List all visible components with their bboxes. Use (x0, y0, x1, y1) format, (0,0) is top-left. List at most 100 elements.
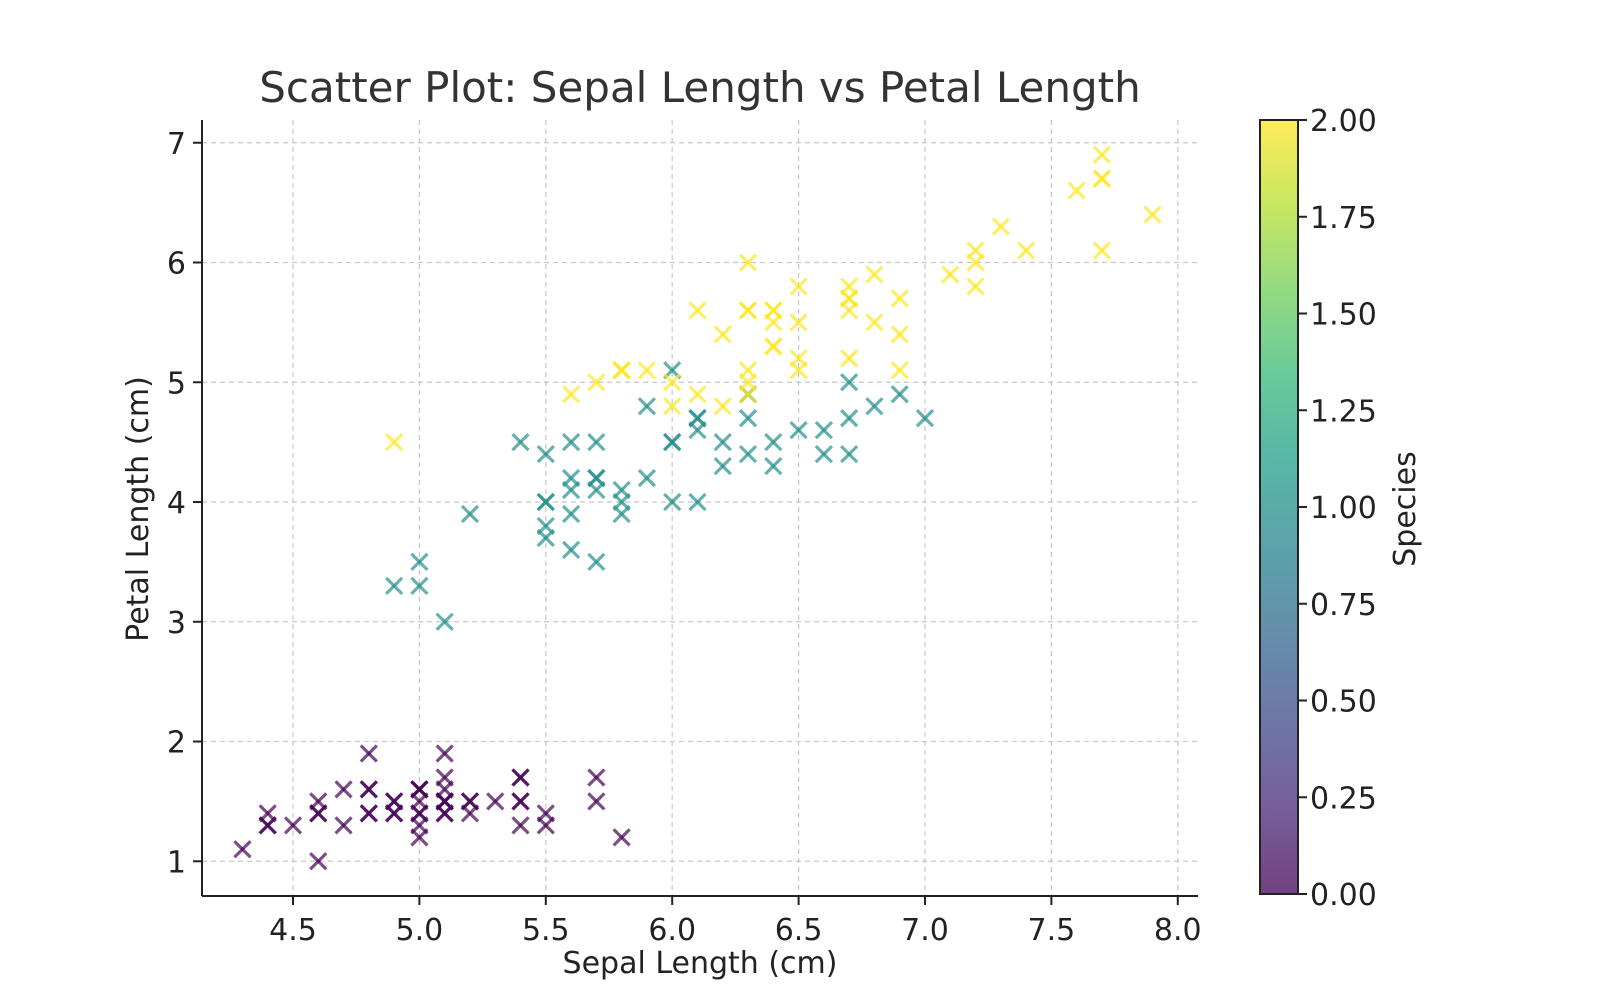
x-tick-label: 6.5 (775, 913, 823, 948)
colorbar-gradient (1260, 120, 1298, 894)
data-point (764, 433, 783, 452)
x-tick-label: 7.5 (1028, 913, 1076, 948)
data-point (511, 816, 530, 835)
data-point (587, 792, 606, 811)
data-point (384, 433, 404, 452)
data-point (334, 816, 353, 835)
y-axis-title: Petal Length (cm) (121, 376, 156, 642)
data-point (890, 289, 909, 308)
data-point (384, 576, 404, 595)
data-point (738, 373, 758, 392)
data-point (309, 852, 328, 871)
data-point (789, 349, 808, 368)
x-tick-label: 5.5 (522, 913, 570, 948)
y-tick-label: 5 (167, 366, 186, 401)
data-point (258, 816, 277, 835)
data-point (587, 552, 606, 572)
y-tick-label: 2 (167, 726, 186, 761)
data-point (738, 409, 758, 428)
data-point (536, 492, 555, 512)
data-point (840, 349, 859, 368)
colorbar-tick-label: 1.00 (1310, 491, 1377, 526)
data-point (637, 397, 657, 416)
data-point (738, 301, 758, 320)
x-tick-label: 7.0 (901, 913, 949, 948)
data-point (688, 421, 707, 440)
data-point (814, 444, 833, 464)
data-point (688, 492, 707, 512)
data-point (890, 385, 909, 404)
data-point (1092, 241, 1112, 260)
y-tick-label: 4 (167, 486, 186, 521)
data-point (840, 373, 859, 392)
data-point (865, 397, 884, 416)
data-point (713, 325, 732, 344)
y-tick-label: 7 (167, 127, 186, 162)
data-point (865, 265, 884, 284)
colorbar-tick-label: 2.00 (1310, 104, 1377, 139)
data-point (561, 504, 581, 524)
data-point (587, 480, 606, 500)
data-point (612, 828, 631, 847)
colorbar-tick-label: 1.25 (1310, 394, 1377, 429)
data-point (840, 409, 859, 428)
x-tick-label: 8.0 (1154, 913, 1202, 948)
data-point (840, 289, 859, 308)
data-point (915, 409, 935, 428)
data-point (663, 492, 682, 512)
data-point (587, 768, 606, 787)
y-tick-label: 3 (167, 606, 186, 641)
data-point (814, 421, 833, 440)
grid (202, 120, 1198, 896)
data-point (890, 325, 909, 344)
chart-title: Scatter Plot: Sepal Length vs Petal Leng… (259, 63, 1141, 112)
data-point (359, 804, 378, 823)
data-point (233, 840, 252, 859)
data-point (764, 337, 783, 356)
data-point (561, 468, 581, 488)
data-point (890, 361, 909, 380)
data-point (283, 816, 303, 835)
x-tick-label: 4.5 (269, 913, 317, 948)
data-point (789, 313, 808, 332)
colorbar-title: Species (1388, 451, 1423, 566)
colorbar: 0.00 0.25 0.50 0.75 1.00 1.25 1.50 1.75 2.00 (1259, 104, 1377, 913)
data-point (612, 492, 631, 512)
data-point (410, 804, 429, 823)
data-point (713, 456, 732, 476)
data-point (511, 768, 530, 787)
data-point (410, 780, 429, 799)
data-point (637, 361, 657, 380)
data-point (840, 444, 859, 464)
data-point (460, 504, 480, 524)
y-tick-label: 6 (167, 247, 186, 282)
data-point (1067, 181, 1086, 200)
data-point (536, 444, 555, 464)
data-point (536, 816, 555, 835)
data-point (713, 397, 732, 416)
data-point (966, 277, 985, 296)
data-point (410, 552, 429, 572)
data-points (233, 145, 1162, 871)
colorbar-tick-label: 0.50 (1310, 685, 1377, 720)
x-tick-label: 6.0 (648, 913, 696, 948)
data-point (688, 301, 707, 320)
data-point (789, 277, 808, 296)
data-point (865, 313, 884, 332)
data-point (663, 373, 682, 392)
colorbar-tick-label: 0.25 (1310, 781, 1377, 816)
data-point (561, 540, 581, 560)
data-point (511, 433, 530, 452)
data-point (435, 744, 454, 763)
data-point (486, 792, 505, 811)
data-point (966, 253, 985, 272)
data-point (587, 433, 606, 452)
data-point (1092, 145, 1112, 164)
data-point (561, 385, 581, 404)
y-tick-label: 1 (167, 845, 186, 880)
data-point (738, 253, 758, 272)
data-point (1143, 205, 1162, 224)
data-point (991, 217, 1010, 236)
data-point (637, 468, 657, 488)
